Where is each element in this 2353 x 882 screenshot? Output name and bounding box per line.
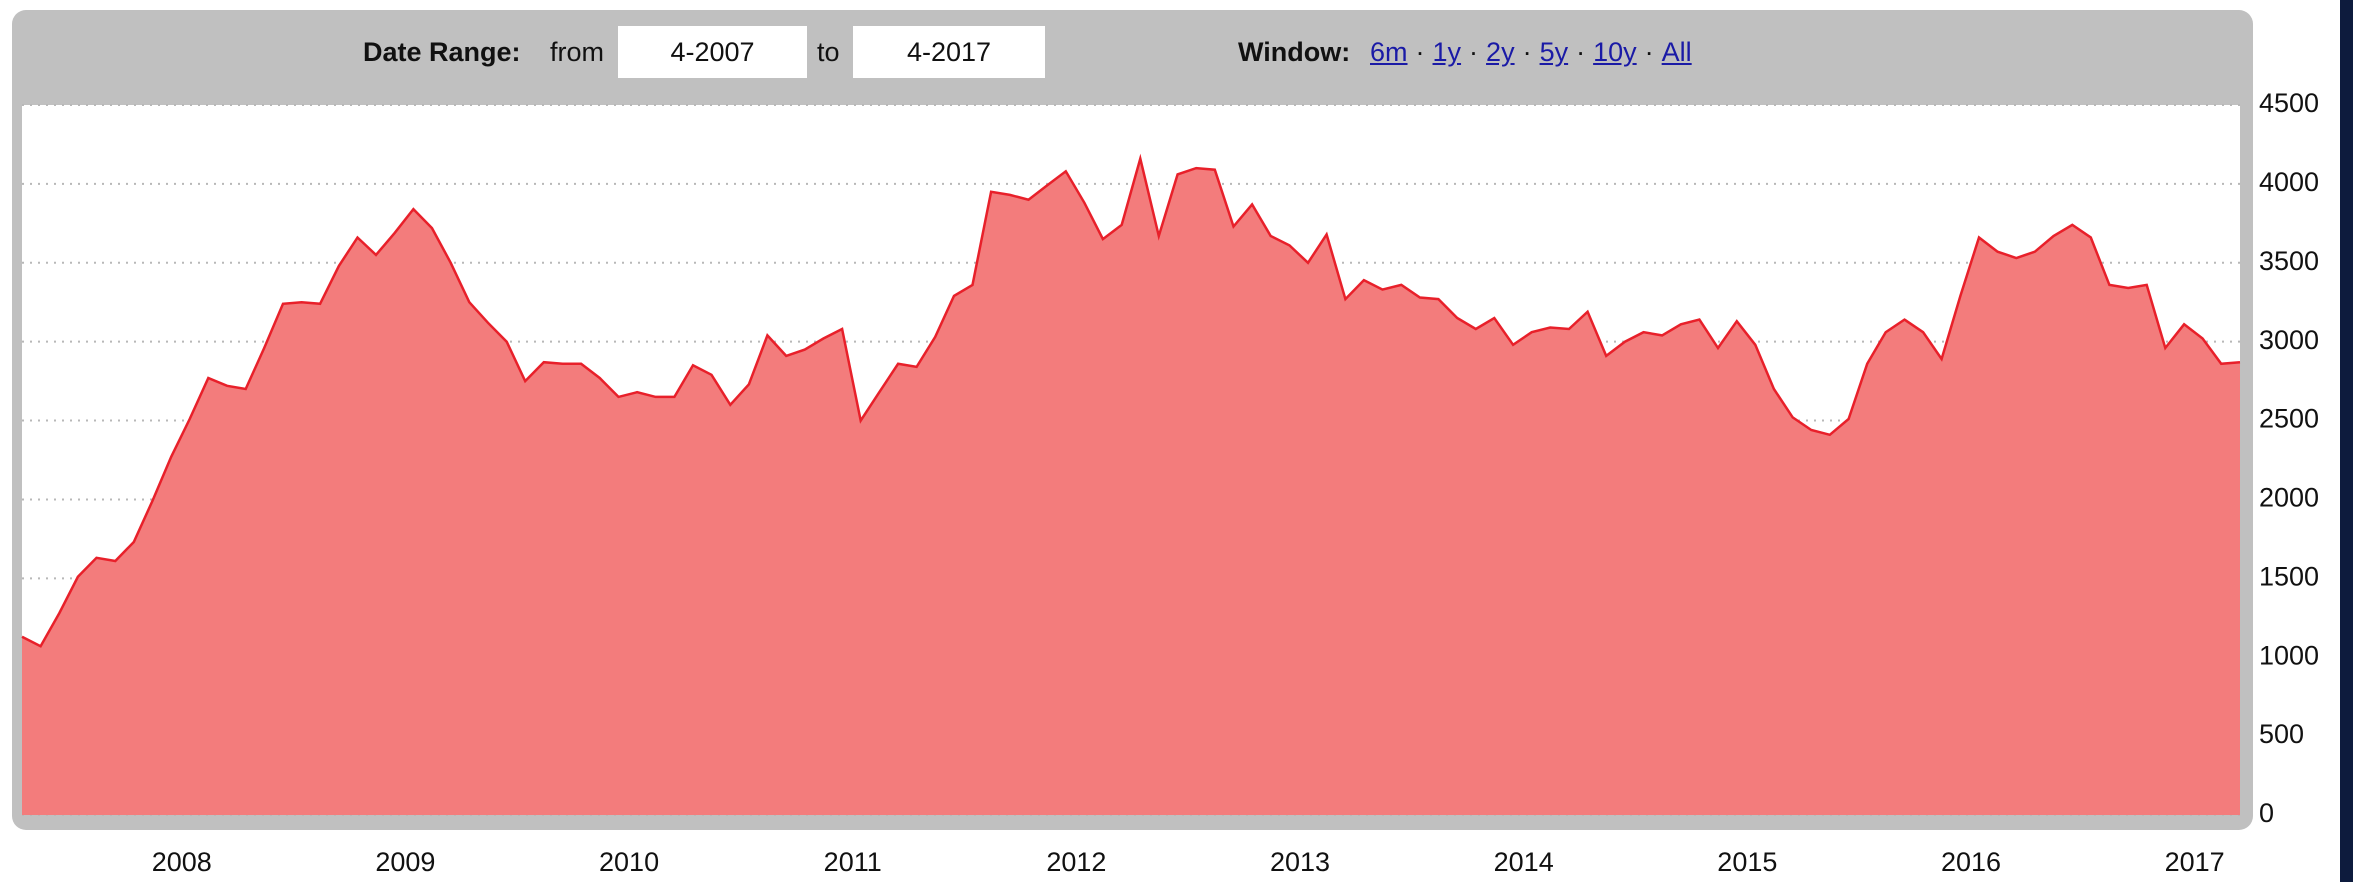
from-label: from — [550, 37, 604, 67]
x-tick-label: 2013 — [1270, 847, 1330, 877]
y-tick-label: 1500 — [2259, 561, 2319, 591]
x-tick-label: 2016 — [1941, 847, 2001, 877]
x-tick-label: 2011 — [824, 847, 882, 877]
separator: · — [1469, 37, 1479, 67]
x-tick-label: 2012 — [1046, 847, 1106, 877]
y-tick-label: 3500 — [2259, 246, 2319, 276]
separator: · — [1522, 37, 1532, 67]
x-tick-label: 2009 — [375, 847, 435, 877]
to-label: to — [817, 37, 840, 67]
y-tick-label: 0 — [2259, 798, 2274, 828]
y-tick-label: 3000 — [2259, 325, 2319, 355]
y-tick-label: 1000 — [2259, 640, 2319, 670]
separator: · — [1644, 37, 1654, 67]
to-input[interactable]: 4-2017 — [853, 26, 1045, 78]
window-link[interactable]: 2y — [1486, 37, 1515, 67]
from-input[interactable]: 4-2007 — [618, 26, 807, 78]
y-tick-label: 2000 — [2259, 483, 2319, 513]
separator: · — [1576, 37, 1586, 67]
window-link[interactable]: 6m — [1370, 37, 1408, 67]
y-tick-label: 500 — [2259, 719, 2304, 749]
y-tick-label: 4500 — [2259, 88, 2319, 118]
separator: · — [1415, 37, 1425, 67]
window-label: Window: — [1238, 37, 1351, 67]
date-range-label: Date Range: — [363, 37, 521, 67]
window-links: 6m · 1y · 2y · 5y · 10y · All — [1370, 26, 1692, 78]
x-tick-label: 2015 — [1717, 847, 1777, 877]
window-link[interactable]: 10y — [1593, 37, 1637, 67]
edge-strip — [2340, 0, 2353, 882]
window-link[interactable]: All — [1661, 37, 1692, 67]
x-tick-label: 2014 — [1494, 847, 1554, 877]
y-tick-label: 2500 — [2259, 404, 2319, 434]
x-tick-label: 2008 — [152, 847, 212, 877]
window-link[interactable]: 5y — [1539, 37, 1569, 67]
y-tick-label: 4000 — [2259, 167, 2319, 197]
x-tick-label: 2010 — [599, 847, 659, 877]
line — [21, 153, 2241, 648]
area — [22, 158, 2240, 816]
x-tick-label: 2017 — [2165, 847, 2225, 877]
window-link[interactable]: 1y — [1432, 37, 1462, 67]
